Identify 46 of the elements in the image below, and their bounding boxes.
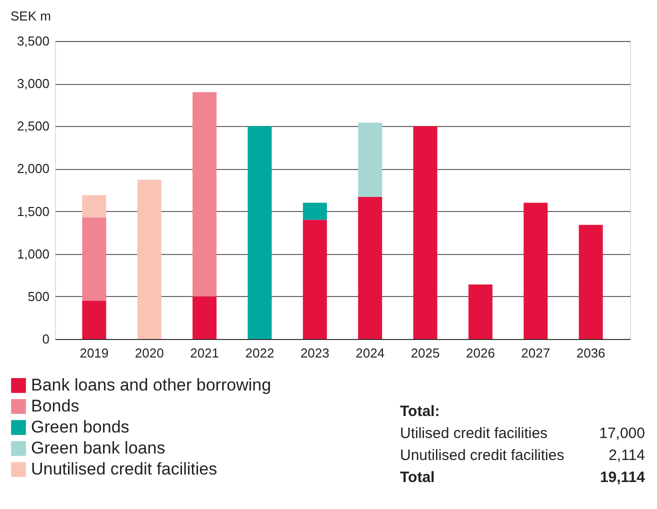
legend-label: Green bonds xyxy=(31,418,130,436)
y-tick-label: 0 xyxy=(42,332,50,346)
bar xyxy=(358,122,382,197)
x-tick-label: 2027 xyxy=(521,346,550,360)
x-tick-label: 2036 xyxy=(576,346,606,360)
text: Total: xyxy=(400,403,440,420)
bar xyxy=(137,180,162,339)
y-tick-label: 500 xyxy=(28,288,50,304)
bar xyxy=(302,220,327,339)
bar xyxy=(82,195,106,218)
bar xyxy=(413,126,438,339)
text: 17,000 xyxy=(599,425,645,442)
x-tick-label: 2023 xyxy=(300,346,330,360)
bar xyxy=(248,126,272,339)
x-tick-label: 2024 xyxy=(356,346,385,360)
y-tick-label: 2,000 xyxy=(16,161,50,176)
text: 19,114 xyxy=(600,469,646,486)
y-tick-label: 1,500 xyxy=(16,204,50,219)
bar xyxy=(468,284,492,339)
text: Total xyxy=(400,469,435,486)
bar xyxy=(524,202,548,339)
text: 2,114 xyxy=(608,447,645,464)
bar xyxy=(302,202,327,220)
x-tick-label: 2022 xyxy=(245,346,274,360)
text: Unutilised credit facilities xyxy=(400,447,564,464)
y-tick-label: 3,500 xyxy=(16,34,50,48)
bar xyxy=(578,224,603,339)
x-tick-label: 2025 xyxy=(410,346,440,360)
bar xyxy=(192,92,217,296)
y-tick-label: 2,500 xyxy=(16,118,50,134)
x-tick-label: 2026 xyxy=(466,346,495,360)
y-tick-label: 1,000 xyxy=(16,246,50,262)
bar xyxy=(192,296,217,339)
x-tick-label: 2020 xyxy=(134,346,164,360)
x-tick-label: 2021 xyxy=(190,346,220,360)
legend-label: Bank loans and other borrowing xyxy=(31,376,272,394)
bar xyxy=(358,196,382,339)
y-axis-title: SEK m xyxy=(10,8,51,24)
text: Utilised credit facilities xyxy=(400,425,548,442)
bar xyxy=(82,217,106,301)
bar xyxy=(82,300,106,339)
legend-label: Green bank loans xyxy=(31,438,166,458)
legend-label: Unutilised credit facilities xyxy=(31,460,218,478)
y-tick-label: 3,000 xyxy=(16,76,50,92)
x-tick-label: 2019 xyxy=(80,346,109,360)
legend-label: Bonds xyxy=(31,396,80,416)
